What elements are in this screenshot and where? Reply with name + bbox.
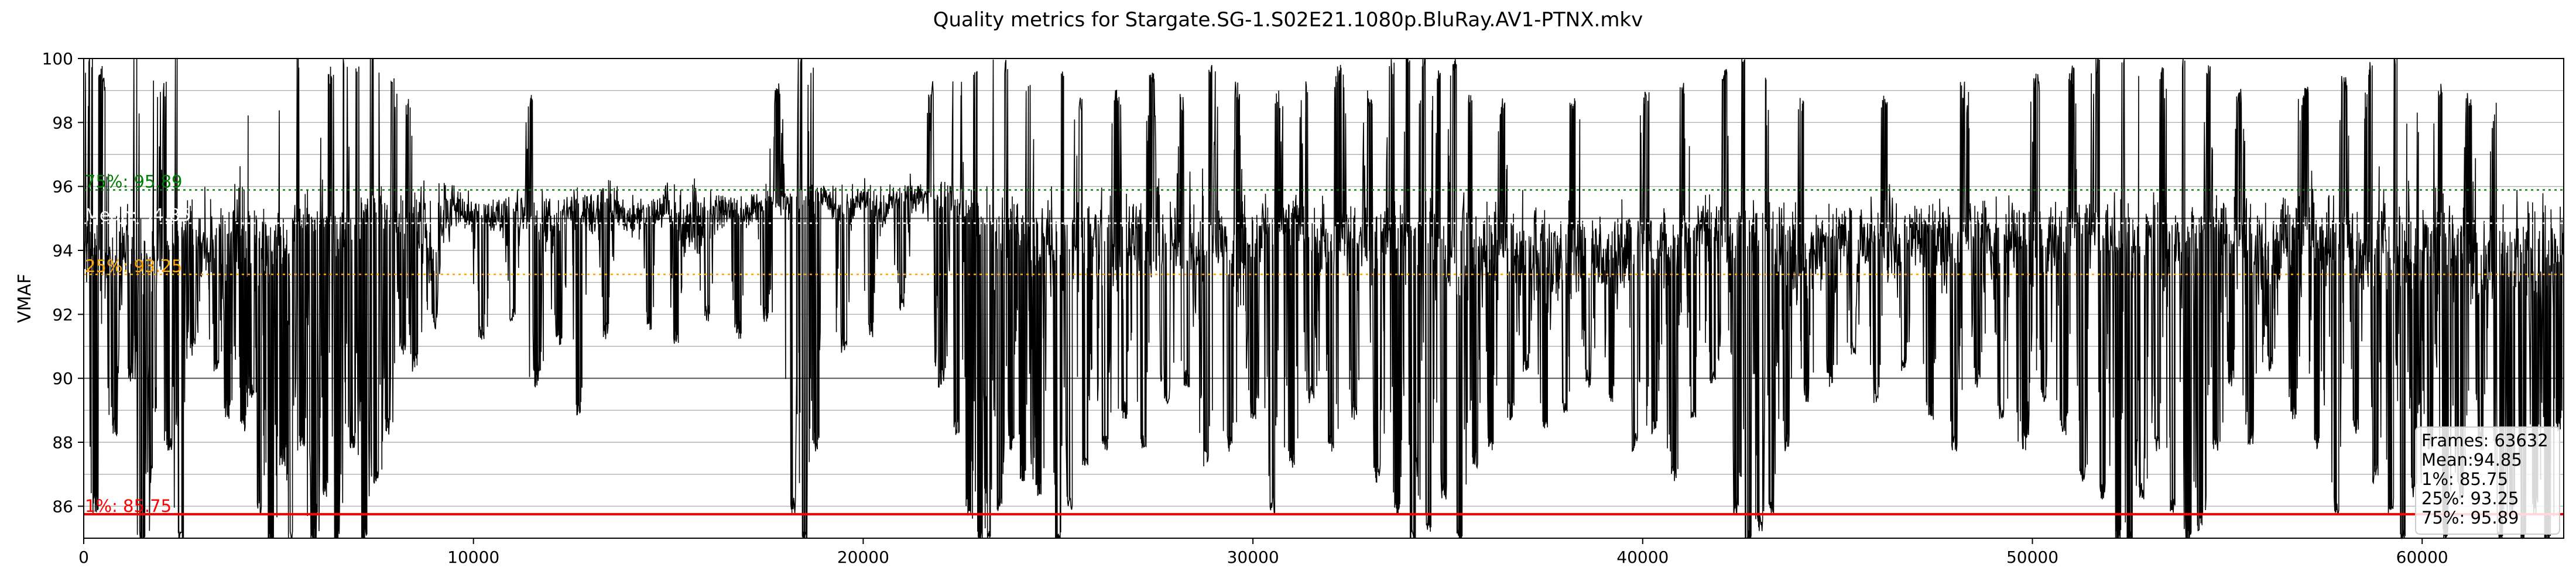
x-tick-label-0: 0	[78, 548, 89, 567]
reference-label-3: 1%: 85.75	[85, 496, 172, 516]
y-tick-label-1: 88	[52, 433, 73, 452]
x-tick-label-1: 10000	[447, 548, 499, 567]
stats-line-0: Frames: 63632	[2421, 431, 2548, 450]
y-tick-label-4: 94	[52, 241, 73, 260]
y-tick-label-2: 90	[52, 369, 73, 388]
y-tick-label-5: 96	[52, 177, 73, 197]
reference-label-0: 75%: 95.89	[85, 172, 182, 192]
y-tick-label-3: 92	[52, 305, 73, 324]
x-tick-label-6: 60000	[2396, 548, 2448, 567]
y-tick-label-6: 98	[52, 113, 73, 132]
plot-frame	[83, 58, 2564, 539]
y-tick-label-0: 86	[52, 497, 73, 516]
series-group	[83, 58, 2564, 540]
y-axis: 86 88 90 92 94 96 98 100	[42, 49, 84, 516]
stats-line-3: 25%: 93.25	[2421, 488, 2519, 508]
reference-label-1: Mean: 94.85	[85, 205, 191, 225]
stats-line-1: Mean:94.85	[2421, 450, 2522, 470]
y-axis-label: VMAF	[15, 274, 35, 323]
reference-label-2: 25%: 93.25	[85, 256, 182, 276]
chart-title: Quality metrics for Stargate.SG-1.S02E21…	[933, 8, 1643, 32]
x-tick-label-5: 50000	[2006, 548, 2058, 567]
x-tick-label-4: 40000	[1616, 548, 1669, 567]
y-tick-label-7: 100	[42, 49, 73, 68]
series-line-0	[83, 58, 2564, 540]
x-tick-label-3: 30000	[1227, 548, 1279, 567]
stats-box-background	[2415, 426, 2560, 535]
x-axis: 0 10000 20000 30000 40000 50000 60000	[78, 538, 2448, 567]
x-tick-label-2: 20000	[837, 548, 889, 567]
stats-line-4: 75%: 95.89	[2421, 508, 2519, 528]
stats-line-2: 1%: 85.75	[2421, 469, 2508, 489]
